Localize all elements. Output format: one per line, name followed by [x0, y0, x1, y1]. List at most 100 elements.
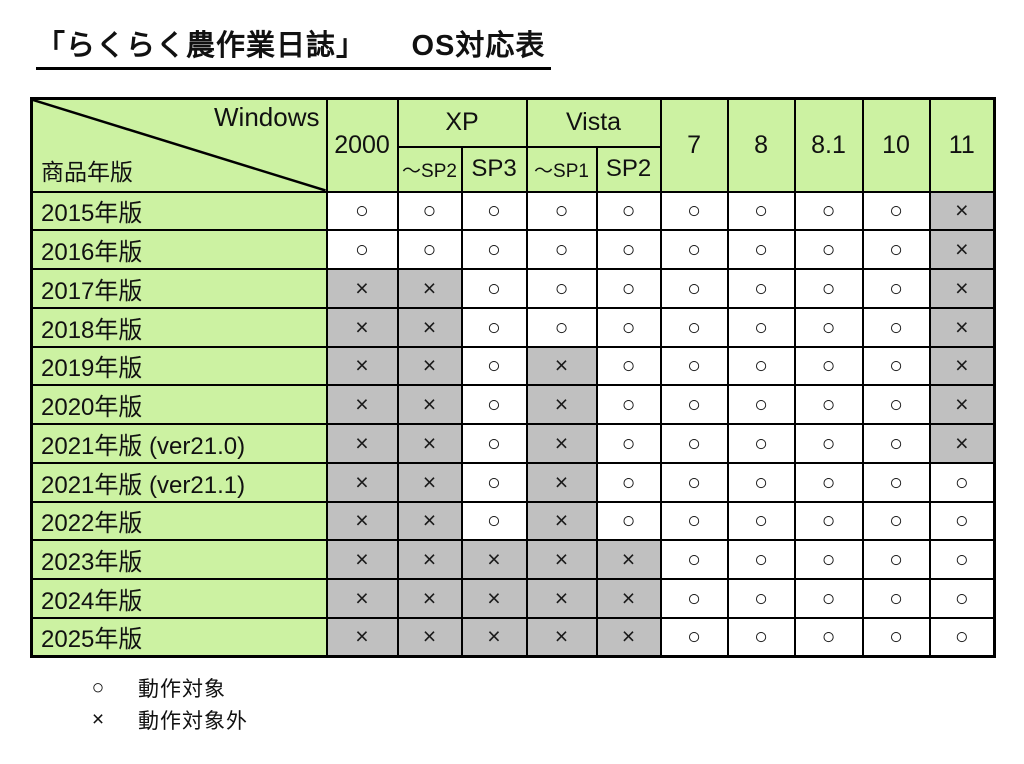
corner-product-year-label: 商品年版: [41, 159, 133, 186]
supported-cell: ○: [460, 190, 528, 232]
unsupported-cell: ×: [525, 578, 598, 619]
row-label: 2018年版: [30, 306, 328, 348]
supported-cell: ○: [793, 268, 864, 309]
supported-cell: ○: [928, 539, 996, 580]
col-header-windows-8: 8: [726, 97, 796, 193]
legend-supported-label: 動作対象: [138, 678, 226, 701]
unsupported-cell: ×: [325, 578, 399, 619]
unsupported-cell: ×: [325, 384, 399, 425]
unsupported-cell: ×: [595, 539, 662, 580]
supported-cell: ○: [396, 229, 463, 270]
unsupported-cell: ×: [325, 345, 399, 387]
supported-cell: ○: [793, 616, 864, 658]
supported-cell: ○: [726, 539, 796, 580]
col-header-windows-11: 11: [928, 97, 996, 193]
unsupported-cell: ×: [928, 229, 996, 270]
unsupported-cell: ×: [928, 384, 996, 425]
supported-cell: ○: [793, 423, 864, 464]
unsupported-cell: ×: [928, 345, 996, 387]
supported-cell: ○: [726, 500, 796, 542]
unsupported-cell: ×: [928, 423, 996, 464]
unsupported-cell: ×: [595, 578, 662, 619]
supported-cell: ○: [659, 384, 729, 425]
col-subheader-vista-sp2: SP2: [595, 145, 662, 193]
supported-cell: ○: [460, 423, 528, 464]
supported-cell: ○: [325, 190, 399, 232]
supported-cell: ○: [726, 384, 796, 425]
supported-cell: ○: [595, 229, 662, 270]
supported-cell: ○: [726, 229, 796, 270]
col-subheader-xp-sp3: SP3: [460, 145, 528, 193]
unsupported-cell: ×: [396, 578, 463, 619]
supported-cell: ○: [595, 306, 662, 348]
unsupported-cell: ×: [396, 423, 463, 464]
legend: ○ 動作対象 × 動作対象外: [84, 672, 248, 736]
legend-row-supported: ○ 動作対象: [84, 672, 248, 704]
supported-cell: ○: [595, 500, 662, 542]
table-row: 2024年版 × × × × × ○ ○ ○ ○ ○: [30, 578, 996, 619]
row-label: 2023年版: [30, 539, 328, 580]
supported-cell: ○: [460, 500, 528, 542]
unsupported-cell: ×: [460, 539, 528, 580]
supported-cell: ○: [659, 616, 729, 658]
supported-cell: ○: [793, 229, 864, 270]
unsupported-cell: ×: [325, 268, 399, 309]
supported-cell: ○: [396, 190, 463, 232]
table-row: 2023年版 × × × × × ○ ○ ○ ○ ○: [30, 539, 996, 580]
supported-cell: ○: [595, 190, 662, 232]
supported-cell: ○: [861, 229, 931, 270]
row-label: 2020年版: [30, 384, 328, 425]
row-label: 2025年版: [30, 616, 328, 658]
unsupported-cell: ×: [525, 616, 598, 658]
supported-cell: ○: [525, 229, 598, 270]
table-row: 2016年版 ○ ○ ○ ○ ○ ○ ○ ○ ○ ×: [30, 229, 996, 270]
os-compatibility-table: Windows 商品年版 2000 XP Vista 7 8 8.1 10 11…: [30, 97, 997, 658]
unsupported-cell: ×: [396, 616, 463, 658]
supported-cell: ○: [726, 345, 796, 387]
unsupported-cell: ×: [525, 500, 598, 542]
unsupported-cell: ×: [525, 423, 598, 464]
legend-unsupported-symbol: ×: [91, 708, 105, 731]
supported-cell: ○: [861, 578, 931, 619]
col-header-windows-10: 10: [861, 97, 931, 193]
supported-cell: ○: [793, 578, 864, 619]
supported-cell: ○: [793, 461, 864, 503]
page-title: 「らくらく農作業日誌」 OS対応表: [36, 22, 552, 70]
unsupported-cell: ×: [396, 461, 463, 503]
unsupported-cell: ×: [460, 616, 528, 658]
table-row: 2022年版 × × ○ × ○ ○ ○ ○ ○ ○: [30, 500, 996, 542]
supported-cell: ○: [460, 461, 528, 503]
col-subheader-xp-up-to-sp2: ～SP2: [396, 145, 463, 193]
supported-cell: ○: [595, 268, 662, 309]
supported-cell: ○: [793, 190, 864, 232]
supported-cell: ○: [595, 461, 662, 503]
supported-cell: ○: [861, 500, 931, 542]
supported-cell: ○: [460, 306, 528, 348]
supported-cell: ○: [726, 616, 796, 658]
table-row: 2020年版 × × ○ × ○ ○ ○ ○ ○ ×: [30, 384, 996, 425]
unsupported-cell: ×: [325, 616, 399, 658]
table-row: 2021年版 (ver21.0) × × ○ × ○ ○ ○ ○ ○ ×: [30, 423, 996, 464]
supported-cell: ○: [861, 190, 931, 232]
col-header-windows-2000: 2000: [325, 97, 399, 193]
supported-cell: ○: [659, 423, 729, 464]
supported-cell: ○: [793, 345, 864, 387]
unsupported-cell: ×: [396, 384, 463, 425]
supported-cell: ○: [659, 345, 729, 387]
table-row: 2021年版 (ver21.1) × × ○ × ○ ○ ○ ○ ○ ○: [30, 461, 996, 503]
table-row: 2018年版 × × ○ ○ ○ ○ ○ ○ ○ ×: [30, 306, 996, 348]
unsupported-cell: ×: [525, 461, 598, 503]
supported-cell: ○: [726, 190, 796, 232]
supported-cell: ○: [793, 539, 864, 580]
supported-cell: ○: [460, 268, 528, 309]
supported-cell: ○: [861, 616, 931, 658]
supported-cell: ○: [659, 190, 729, 232]
legend-row-unsupported: × 動作対象外: [84, 704, 248, 736]
supported-cell: ○: [726, 578, 796, 619]
supported-cell: ○: [861, 345, 931, 387]
unsupported-cell: ×: [396, 306, 463, 348]
table-row: 2017年版 × × ○ ○ ○ ○ ○ ○ ○ ×: [30, 268, 996, 309]
supported-cell: ○: [726, 306, 796, 348]
table-row: 2015年版 ○ ○ ○ ○ ○ ○ ○ ○ ○ ×: [30, 190, 996, 232]
